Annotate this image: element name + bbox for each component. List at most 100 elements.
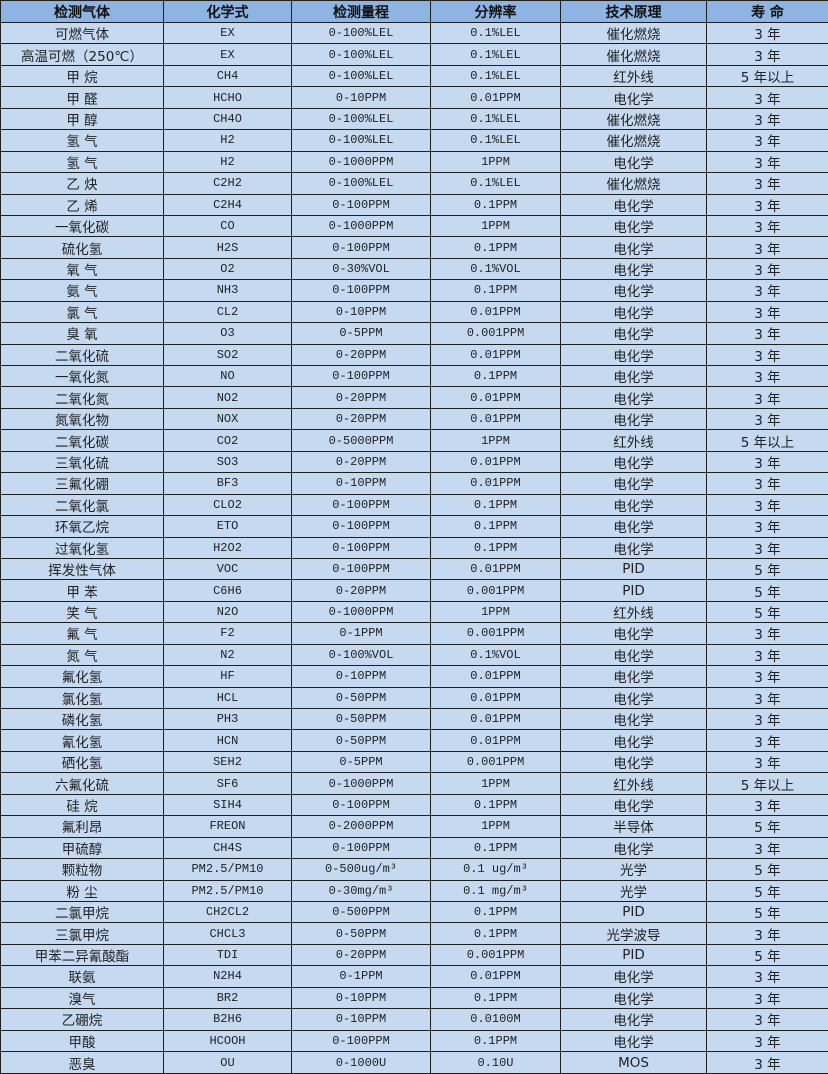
header-row: 检测气体 化学式 检测量程 分辨率 技术原理 寿 命 [0, 0, 828, 23]
lifespan-cell: 3 年 [706, 279, 828, 302]
formula-cell: EX [163, 21, 292, 45]
principle-cell: 电化学 [560, 836, 707, 860]
gas-name-cell: 二氧化氯 [0, 493, 164, 517]
resolution-cell: 0.1PPM [430, 279, 561, 302]
lifespan-cell: 3 年 [706, 536, 828, 559]
gas-name-cell: 氯化氢 [0, 686, 164, 710]
range-cell: 0-100%VOL [291, 643, 431, 667]
resolution-cell: 0.01PPM [430, 707, 561, 731]
range-cell: 0-100%LEL [291, 64, 431, 88]
principle-cell: 电化学 [560, 686, 707, 710]
lifespan-cell: 5 年 [706, 879, 828, 902]
formula-cell: O3 [163, 322, 292, 345]
formula-cell: TDI [163, 943, 292, 967]
formula-cell: N2O [163, 600, 292, 624]
principle-cell: 电化学 [560, 986, 707, 1010]
principle-cell: 电化学 [560, 450, 707, 474]
range-cell: 0-50PPM [291, 686, 431, 710]
formula-cell: C2H4 [163, 193, 292, 216]
formula-cell: H2S [163, 236, 292, 259]
gas-name-cell: 氯 气 [0, 300, 164, 324]
table-row: 氮氧化物 NOX 0-20PPM 0.01PPM 电化学 3 年 [0, 407, 828, 431]
formula-cell: CLO2 [163, 493, 292, 517]
lifespan-cell: 5 年 [706, 579, 828, 602]
table-row: 恶臭 OU 0-1000U 0.10U MOS 3 年 [0, 1051, 828, 1074]
lifespan-cell: 3 年 [706, 793, 828, 817]
table-row: 三氧化硫 SO3 0-20PPM 0.01PPM 电化学 3 年 [0, 450, 828, 474]
table-row: 甲 醇 CH4O 0-100%LEL 0.1%LEL 催化燃烧 3 年 [0, 107, 828, 131]
resolution-cell: 0.1%LEL [430, 172, 561, 195]
lifespan-cell: 3 年 [706, 1029, 828, 1053]
formula-cell: HCOOH [163, 1029, 292, 1053]
resolution-cell: 0.1PPM [430, 1029, 561, 1053]
resolution-cell: 0.1%LEL [430, 21, 561, 45]
principle-cell: 催化燃烧 [560, 129, 707, 152]
header-principle: 技术原理 [560, 0, 707, 23]
range-cell: 0-1000PPM [291, 772, 431, 795]
range-cell: 0-100%LEL [291, 21, 431, 45]
resolution-cell: 1PPM [430, 214, 561, 238]
range-cell: 0-100PPM [291, 793, 431, 817]
lifespan-cell: 3 年 [706, 322, 828, 345]
resolution-cell: 1PPM [430, 429, 561, 452]
formula-cell: CL2 [163, 300, 292, 324]
principle-cell: 电化学 [560, 472, 707, 495]
principle-cell: 电化学 [560, 643, 707, 667]
header-range: 检测量程 [291, 0, 431, 23]
formula-cell: CH4 [163, 64, 292, 88]
table-row: 氯 气 CL2 0-10PPM 0.01PPM 电化学 3 年 [0, 300, 828, 324]
table-row: 二氧化碳 CO2 0-5000PPM 1PPM 红外线 5 年以上 [0, 429, 828, 452]
resolution-cell: 0.1PPM [430, 493, 561, 517]
gas-name-cell: 氟化氢 [0, 665, 164, 688]
lifespan-cell: 3 年 [706, 86, 828, 109]
table-row: 一氧化氮 NO 0-100PPM 0.1PPM 电化学 3 年 [0, 364, 828, 388]
gas-name-cell: 磷化氢 [0, 707, 164, 731]
gas-name-cell: 乙硼烷 [0, 1008, 164, 1031]
gas-name-cell: 甲 烷 [0, 64, 164, 88]
gas-name-cell: 粉 尘 [0, 879, 164, 902]
resolution-cell: 0.01PPM [430, 665, 561, 688]
lifespan-cell: 3 年 [706, 1051, 828, 1074]
formula-cell: B2H6 [163, 1008, 292, 1031]
principle-cell: 电化学 [560, 343, 707, 367]
resolution-cell: 0.1%VOL [430, 257, 561, 281]
range-cell: 0-5000PPM [291, 429, 431, 452]
resolution-cell: 0.1%VOL [430, 643, 561, 667]
resolution-cell: 1PPM [430, 150, 561, 174]
formula-cell: SIH4 [163, 793, 292, 817]
table-row: 氟利昂 FREON 0-2000PPM 1PPM 半导体 5 年 [0, 815, 828, 838]
resolution-cell: 0.1%LEL [430, 43, 561, 66]
table-row: 硒化氢 SEH2 0-5PPM 0.001PPM 电化学 3 年 [0, 750, 828, 774]
resolution-cell: 0.01PPM [430, 86, 561, 109]
resolution-cell: 0.1PPM [430, 193, 561, 216]
range-cell: 0-100PPM [291, 236, 431, 259]
range-cell: 0-100PPM [291, 1029, 431, 1053]
range-cell: 0-100PPM [291, 557, 431, 581]
lifespan-cell: 3 年 [706, 193, 828, 216]
resolution-cell: 0.01PPM [430, 407, 561, 431]
lifespan-cell: 3 年 [706, 515, 828, 538]
formula-cell: N2 [163, 643, 292, 667]
resolution-cell: 1PPM [430, 815, 561, 838]
gas-name-cell: 氮氧化物 [0, 407, 164, 431]
lifespan-cell: 5 年以上 [706, 64, 828, 88]
lifespan-cell: 3 年 [706, 300, 828, 324]
table-row: 一氧化碳 CO 0-1000PPM 1PPM 电化学 3 年 [0, 214, 828, 238]
gas-name-cell: 过氧化氢 [0, 536, 164, 559]
table-row: 氨 气 NH3 0-100PPM 0.1PPM 电化学 3 年 [0, 279, 828, 302]
table-row: 甲 烷 CH4 0-100%LEL 0.1%LEL 红外线 5 年以上 [0, 64, 828, 88]
resolution-cell: 0.01PPM [430, 300, 561, 324]
table-row: 高温可燃（250℃） EX 0-100%LEL 0.1%LEL 催化燃烧 3 年 [0, 43, 828, 66]
lifespan-cell: 3 年 [706, 472, 828, 495]
principle-cell: 催化燃烧 [560, 43, 707, 66]
gas-name-cell: 二氧化碳 [0, 429, 164, 452]
table-row: 甲 醛 HCHO 0-10PPM 0.01PPM 电化学 3 年 [0, 86, 828, 109]
range-cell: 0-1000PPM [291, 214, 431, 238]
resolution-cell: 0.1PPM [430, 793, 561, 817]
lifespan-cell: 3 年 [706, 364, 828, 388]
lifespan-cell: 5 年 [706, 557, 828, 581]
gas-name-cell: 环氧乙烷 [0, 515, 164, 538]
gas-name-cell: 氢 气 [0, 129, 164, 152]
table-row: 可燃气体 EX 0-100%LEL 0.1%LEL 催化燃烧 3 年 [0, 21, 828, 45]
